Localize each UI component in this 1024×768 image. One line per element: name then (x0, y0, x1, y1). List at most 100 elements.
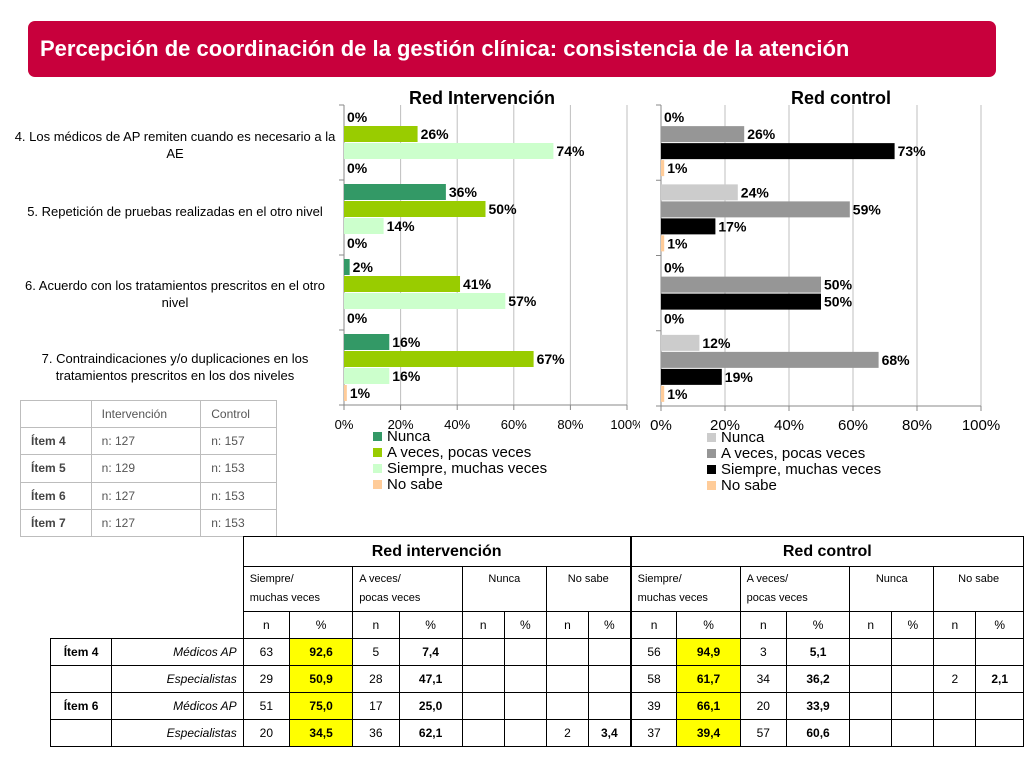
subheader-nunca: Nunca (849, 566, 935, 612)
table-row: Especialistas 29 50,9 28 47,1 58 61,7 34 36,2 2 2,… (49, 665, 1024, 693)
cell-pct: 2,1 (975, 665, 1024, 693)
data-label: 16% (392, 368, 421, 384)
sample-n-intervencion: n: 127 (90, 508, 202, 538)
bar (661, 218, 716, 235)
cell-n (545, 638, 590, 666)
data-label: 67% (537, 351, 566, 367)
legend-swatch (707, 433, 716, 442)
data-label: 74% (556, 143, 585, 159)
bar (344, 143, 554, 159)
detail-group-header-row: Red intervención Red control (51, 536, 1024, 567)
respondent-label: Especialistas (111, 719, 244, 747)
col-header-pct: % (891, 611, 935, 639)
detail-results-table: Red intervención Red control Siempre/muc… (49, 536, 1024, 747)
sample-table-header-intervencion: Intervención (90, 399, 202, 429)
data-label: 19% (725, 369, 754, 385)
cell-n: 29 (242, 665, 291, 693)
cell-pct (891, 638, 935, 666)
bar (344, 259, 350, 275)
data-label: 0% (347, 310, 368, 326)
legend-label: A veces, pocas veces (721, 445, 865, 462)
data-label: 1% (667, 160, 688, 176)
x-tick-label: 80% (557, 417, 583, 432)
cell-pct (975, 638, 1024, 666)
legend-swatch (373, 432, 382, 441)
bar (344, 126, 418, 142)
data-label: 2% (353, 259, 374, 275)
col-header-n: n (352, 611, 400, 639)
cell-n (849, 665, 893, 693)
data-label: 73% (898, 143, 927, 159)
bar (344, 334, 390, 350)
sample-size-table: Intervención Control Ítem 4 n: 127 n: 15… (20, 399, 277, 538)
cell-n: 2 (933, 665, 977, 693)
legend-label: Siempre, muchas veces (721, 461, 881, 478)
col-header-pct: % (398, 611, 463, 639)
data-label: 26% (421, 126, 450, 142)
item-label: Ítem 6 (49, 692, 113, 720)
legend-swatch (373, 480, 382, 489)
sample-item-label: Ítem 6 (20, 481, 92, 510)
cell-pct: 62,1 (398, 719, 463, 747)
legend-label: Siempre, muchas veces (387, 460, 547, 477)
cell-n (933, 638, 977, 666)
cell-pct: 94,9 (676, 638, 741, 666)
cell-pct: 47,1 (398, 665, 463, 693)
subheader-a-veces: A veces/pocas veces (739, 566, 851, 612)
cell-n (461, 719, 505, 747)
cell-pct (503, 665, 547, 693)
cell-pct (891, 692, 935, 720)
cell-pct (503, 638, 547, 666)
x-tick-label: 80% (902, 417, 932, 434)
data-label: 1% (667, 386, 688, 402)
data-label: 57% (508, 293, 537, 309)
data-label: 0% (347, 235, 368, 251)
subheader-nunca: Nunca (461, 566, 547, 612)
data-label: 1% (667, 235, 688, 251)
cell-n: 20 (242, 719, 291, 747)
detail-subheader-row: Siempre/muchas veces A veces/pocas veces… (51, 566, 1024, 612)
data-label: 24% (741, 184, 770, 200)
cell-pct (588, 665, 632, 693)
bar (661, 184, 738, 201)
x-tick-label: 20% (710, 417, 740, 434)
table-row: Ítem 4 Médicos AP 63 92,6 5 7,4 56 94,9 3 5,1 (49, 638, 1024, 666)
legend-swatch (707, 449, 716, 458)
cell-n (545, 692, 590, 720)
bar (661, 293, 821, 310)
x-tick-label: 40% (444, 417, 470, 432)
table-row: Ítem 4 n: 127 n: 157 (20, 427, 277, 456)
cell-pct (975, 692, 1024, 720)
data-label: 41% (463, 276, 492, 292)
bar (661, 385, 665, 402)
table-row: Especialistas 20 34,5 36 62,1 2 3,4 37 39,4 57 60,… (49, 719, 1024, 747)
cell-pct: 66,1 (676, 692, 741, 720)
cell-pct (588, 692, 632, 720)
question-label-6: 6. Acuerdo con los tratamientos prescrit… (25, 278, 325, 310)
col-header-n: n (461, 611, 505, 639)
table-row: Ítem 6 Médicos AP 51 75,0 17 25,0 39 66,1 20 33,9 (49, 692, 1024, 720)
cell-n (849, 719, 893, 747)
cell-n: 37 (629, 719, 678, 747)
sample-table-corner (20, 399, 92, 429)
sample-n-intervencion: n: 127 (90, 427, 202, 456)
cell-pct (975, 719, 1024, 747)
data-label: 0% (664, 109, 685, 125)
legend-label: A veces, pocas veces (387, 444, 531, 461)
data-label: 16% (392, 334, 421, 350)
cell-pct: 75,0 (289, 692, 354, 720)
x-tick-label: 20% (388, 417, 414, 432)
chart-red-intervencion: Red Intervención 0% 20% 40% 60% 80% 100% 0% 26% 7… (335, 88, 640, 493)
sample-item-label: Ítem 5 (20, 454, 92, 483)
subheader-no-sabe: No sabe (545, 566, 632, 612)
subheader-a-veces: A veces/pocas veces (352, 566, 463, 612)
cell-n (933, 719, 977, 747)
data-label: 36% (449, 184, 478, 200)
cell-n (849, 692, 893, 720)
legend-swatch (707, 465, 716, 474)
cell-pct: 34,5 (289, 719, 354, 747)
cell-pct: 92,6 (289, 638, 354, 666)
data-label: 0% (664, 311, 685, 327)
bar (661, 235, 665, 252)
chart-red-control: Red control 0% 20% 40% 60% 80% 100% 0% 26% 73% 1% 2… (650, 88, 1000, 494)
